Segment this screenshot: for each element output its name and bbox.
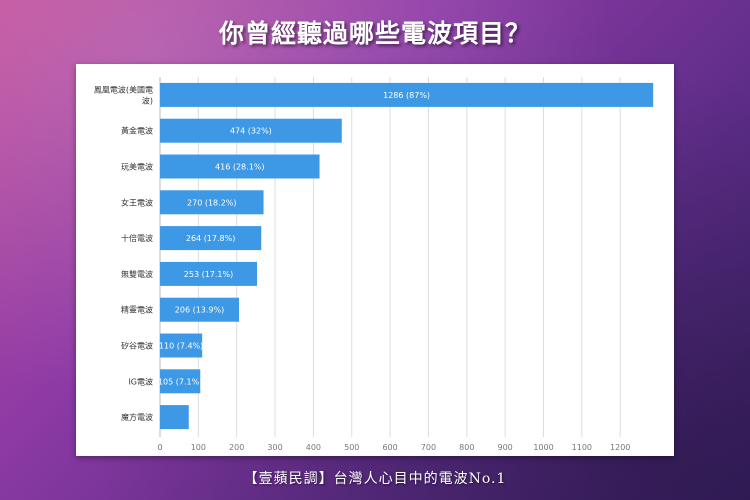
- bar: [160, 118, 342, 143]
- category-label: 矽谷電波: [121, 341, 153, 351]
- category-label: 黃金電波: [121, 126, 153, 136]
- data-label: 416 (28.1%): [215, 163, 264, 172]
- x-tick-label: 300: [267, 443, 282, 452]
- category-label: 魔方電波: [121, 412, 153, 422]
- x-tick-label: 0: [157, 443, 162, 452]
- bar: [160, 333, 203, 358]
- data-label: 206 (13.9%): [175, 306, 224, 315]
- category-label: 女王電波: [121, 197, 153, 207]
- x-tick-label: 1100: [572, 443, 592, 452]
- x-tick-label: 700: [421, 443, 436, 452]
- data-label: 105 (7.1%): [158, 377, 202, 386]
- category-label: 鳳凰電波(美國電波): [94, 84, 153, 105]
- data-label: 253 (17.1%): [184, 270, 233, 279]
- category-label: 玩美電波: [121, 162, 153, 172]
- bar: [160, 154, 320, 179]
- data-label: 474 (32%): [230, 127, 272, 136]
- category-label: 無雙電波: [121, 269, 153, 279]
- x-tick-label: 400: [306, 443, 321, 452]
- bar: [160, 82, 654, 107]
- bar: [160, 261, 258, 286]
- data-label: 270 (18.2%): [187, 198, 236, 207]
- category-label: IG電波: [128, 376, 153, 386]
- x-tick-label: 1200: [610, 443, 630, 452]
- x-tick-label: 900: [498, 443, 513, 452]
- footer-caption: 【壹蘋民調】台灣人心目中的電波No.1: [243, 471, 507, 487]
- x-tick-label: 800: [459, 443, 474, 452]
- chart-panel: 0 100 200 300 400 500 600 700 800 900 1000 1100 1200…: [76, 64, 674, 456]
- x-tick-label: 1000: [533, 443, 553, 452]
- data-label: 1286 (87%): [383, 91, 430, 100]
- x-tick-label: 200: [229, 443, 244, 452]
- category-label: 精靈電波: [121, 305, 153, 315]
- x-tick-label: 600: [382, 443, 397, 452]
- category-label: 十倍電波: [121, 233, 153, 243]
- bar: [160, 297, 240, 322]
- bar-chart: 0 100 200 300 400 500 600 700 800 900 1000 1100 1200…: [94, 77, 654, 452]
- x-tick-label: 500: [344, 443, 359, 452]
- data-label: 264 (17.8%): [186, 234, 235, 243]
- x-tick-label: 100: [191, 443, 206, 452]
- bar: [160, 369, 201, 394]
- bar: [160, 405, 189, 430]
- bar: [160, 226, 262, 251]
- bar: [160, 190, 264, 215]
- page-title: 你曾經聽過哪些電波項目？: [218, 19, 531, 48]
- data-label: 110 (7.4%): [159, 342, 203, 351]
